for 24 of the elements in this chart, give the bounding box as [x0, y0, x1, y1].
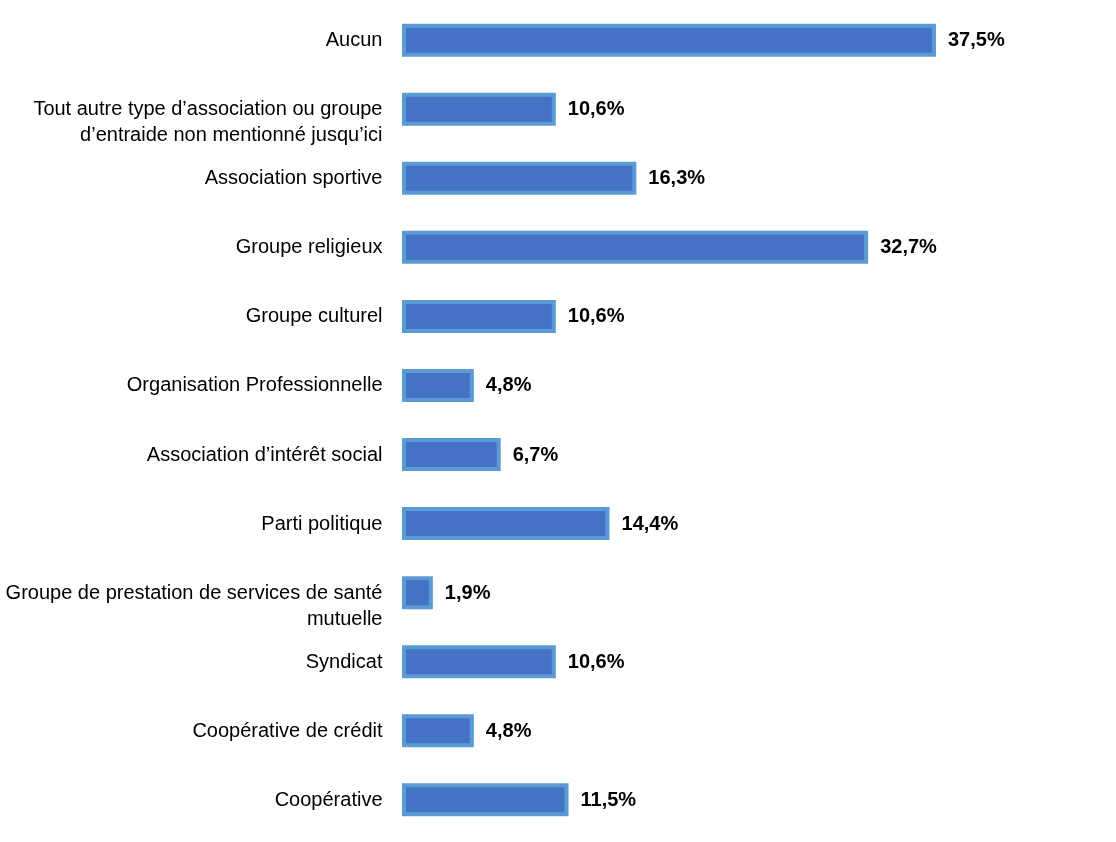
data-label: 1,9% [444, 580, 491, 603]
y-tick-label: Syndicat [305, 649, 383, 672]
y-tick-label: Groupe de prestation de services de santé mutuelle [5, 580, 383, 629]
y-tick-label: Coopérative de crédit [192, 718, 383, 741]
data-label: 14,4% [621, 511, 679, 534]
y-tick-label: Aucun [325, 28, 383, 51]
y-tick-label: Groupe religieux [235, 235, 383, 258]
y-tick-label: Association d’intérêt social [146, 442, 383, 465]
data-label: 4,8% [485, 373, 532, 396]
data-label: 6,7% [512, 442, 559, 465]
y-tick-label: Coopérative [274, 787, 383, 810]
y-tick-label: Association sportive [204, 166, 383, 189]
data-label: 4,8% [485, 718, 532, 741]
data-label: 11,5% [580, 787, 637, 810]
data-label: 10,6% [567, 97, 625, 120]
y-tick-label: Tout autre type d’association ou groupe d’entraide non mentionné jusqu’ici [33, 97, 383, 146]
data-label: 10,6% [567, 304, 625, 327]
y-tick-label: Groupe culturel [245, 304, 383, 327]
data-label: 16,3% [648, 166, 706, 189]
data-label: 37,5% [948, 28, 1005, 51]
y-tick-label: Organisation Professionnelle [126, 373, 383, 396]
data-label: 32,7% [880, 235, 938, 258]
data-label: 10,6% [567, 649, 625, 672]
y-tick-label: Parti politique [261, 511, 383, 534]
